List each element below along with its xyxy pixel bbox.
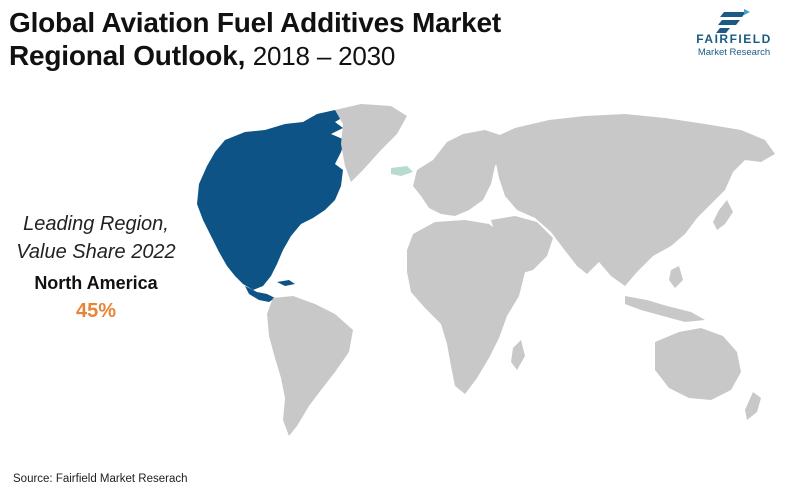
asia-landmass — [489, 114, 775, 286]
philippines-islands — [669, 266, 683, 288]
source-note: Source: Fairfield Market Reserach — [13, 473, 188, 485]
world-map — [197, 104, 775, 436]
f-arrow-logo-icon — [716, 9, 750, 33]
australia-landmass — [655, 328, 741, 400]
leading-region-name: North America — [34, 273, 158, 293]
greenland-landmass — [335, 104, 407, 182]
middle-east-landmass — [491, 216, 553, 274]
leading-region-share: 45% — [75, 300, 117, 322]
page-title: Global Aviation Fuel Additives Market Re… — [9, 6, 649, 73]
leading-region-callout: Leading Region, Value Share 2022 North A… — [4, 210, 188, 323]
central-america-region — [245, 286, 275, 302]
japan-landmass — [713, 200, 733, 230]
iceland-landmass — [391, 166, 413, 176]
leading-region-label: Leading Region, — [23, 213, 169, 235]
logo-name: FAIRFIELD — [696, 32, 772, 46]
north-america-region — [197, 110, 345, 290]
europe-landmass — [413, 130, 507, 216]
title-outlook: Regional Outlook, — [9, 40, 246, 71]
brand-logo: FAIRFIELD Market Research — [670, 8, 798, 58]
title-line-1: Global Aviation Fuel Additives Market — [9, 7, 502, 38]
title-line-2: Regional Outlook, 2018 – 2030 — [9, 39, 649, 73]
title-years: 2018 – 2030 — [252, 41, 396, 71]
logo-tagline: Market Research — [697, 47, 771, 58]
caribbean-islands — [277, 280, 295, 286]
indonesia-islands — [625, 296, 705, 322]
new-zealand-landmass — [745, 392, 761, 420]
value-share-label: Value Share 2022 — [16, 241, 176, 263]
south-america-landmass — [267, 296, 353, 436]
africa-landmass — [407, 220, 525, 394]
madagascar-landmass — [511, 340, 525, 370]
